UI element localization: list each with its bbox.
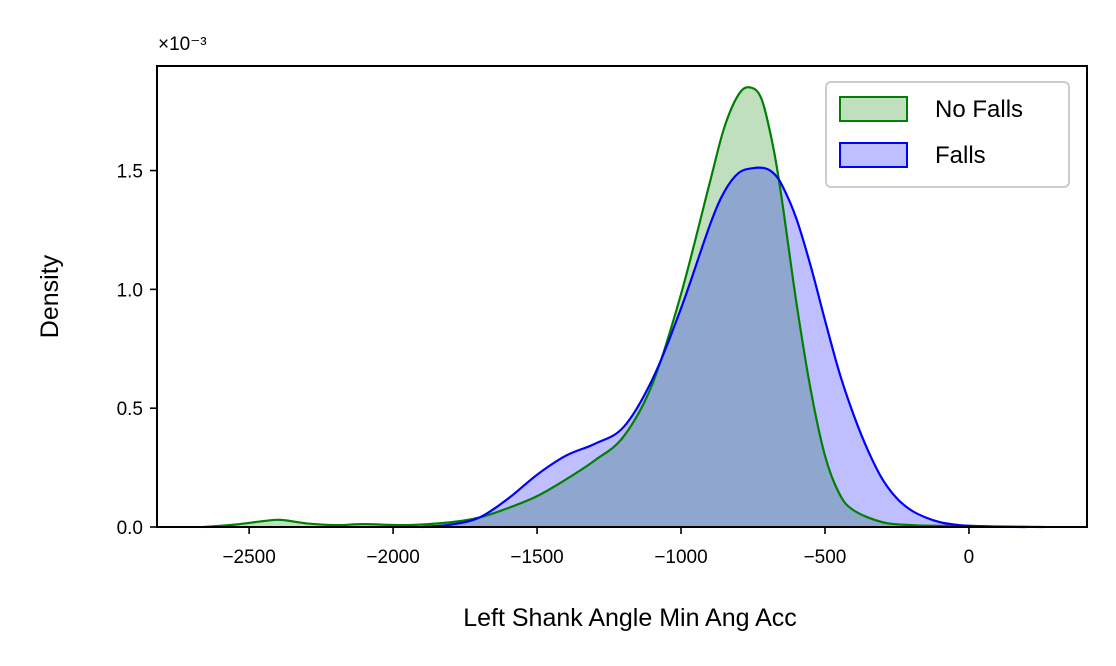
x-axis-label: Left Shank Angle Min Ang Acc [463,604,797,632]
area-series-1 [421,167,1027,527]
line-series-0 [202,86,1044,529]
y-tick-label: 1.0 [117,280,143,301]
density-lines [202,86,1044,529]
y-axis-ticks: 0.0 0.5 1.0 1.5 [117,162,157,539]
x-tick-label: −2000 [366,547,419,568]
line-series-1 [421,166,1027,529]
x-tick-label: 0 [964,547,975,568]
x-tick-label: −1500 [510,547,563,568]
x-tick-label: −500 [804,547,847,568]
legend-swatch-1 [839,142,908,168]
y-tick-label: 1.5 [117,162,143,183]
legend-swatch-0 [839,96,908,122]
x-axis-ticks: −2500 −2000 −1500 −1000 −500 0 [222,527,974,568]
y-tick-label: 0.0 [117,518,143,539]
plot-frame [156,65,1088,528]
legend-label-0: No Falls [935,96,1023,123]
legend-label-1: Falls [935,142,986,169]
y-axis-offset-label: ×10⁻³ [158,34,207,55]
y-axis-label: Density [36,254,64,338]
density-areas [203,87,1044,527]
y-tick-label: 0.5 [117,399,143,420]
legend: No Falls Falls [825,81,1070,188]
x-tick-label: −1000 [654,547,707,568]
x-tick-label: −2500 [222,547,275,568]
area-series-0 [203,87,1044,527]
